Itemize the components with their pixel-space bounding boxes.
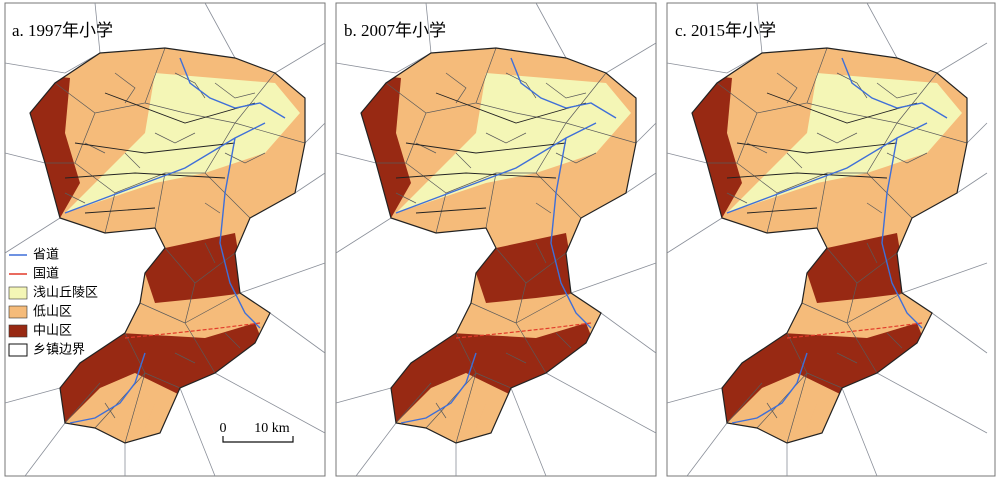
legend-label: 浅山丘陵区 xyxy=(33,286,98,301)
panel-title: c. 2015年小学 xyxy=(675,21,776,40)
panel-title: b. 2007年小学 xyxy=(344,21,446,40)
legend-key xyxy=(8,324,28,338)
panel-title: a. 1997年小学 xyxy=(12,21,113,40)
legend-key xyxy=(8,343,28,357)
legend-label: 乡镇边界 xyxy=(33,343,85,358)
legend-label: 中山区 xyxy=(33,324,72,339)
legend-key xyxy=(8,286,28,300)
legend-key xyxy=(8,305,28,319)
legend-label: 低山区 xyxy=(33,305,72,320)
scale-line xyxy=(222,436,294,443)
scale-label: 10 km xyxy=(254,421,290,436)
legend-label: 省道 xyxy=(33,248,59,263)
legend-label: 国道 xyxy=(33,267,59,282)
scale-bar: 0 10 km xyxy=(220,421,294,443)
legend: 省道 国道 浅山丘陵区 低山区 中山区 乡镇边界 xyxy=(8,248,98,358)
scale-label: 0 xyxy=(220,421,227,436)
